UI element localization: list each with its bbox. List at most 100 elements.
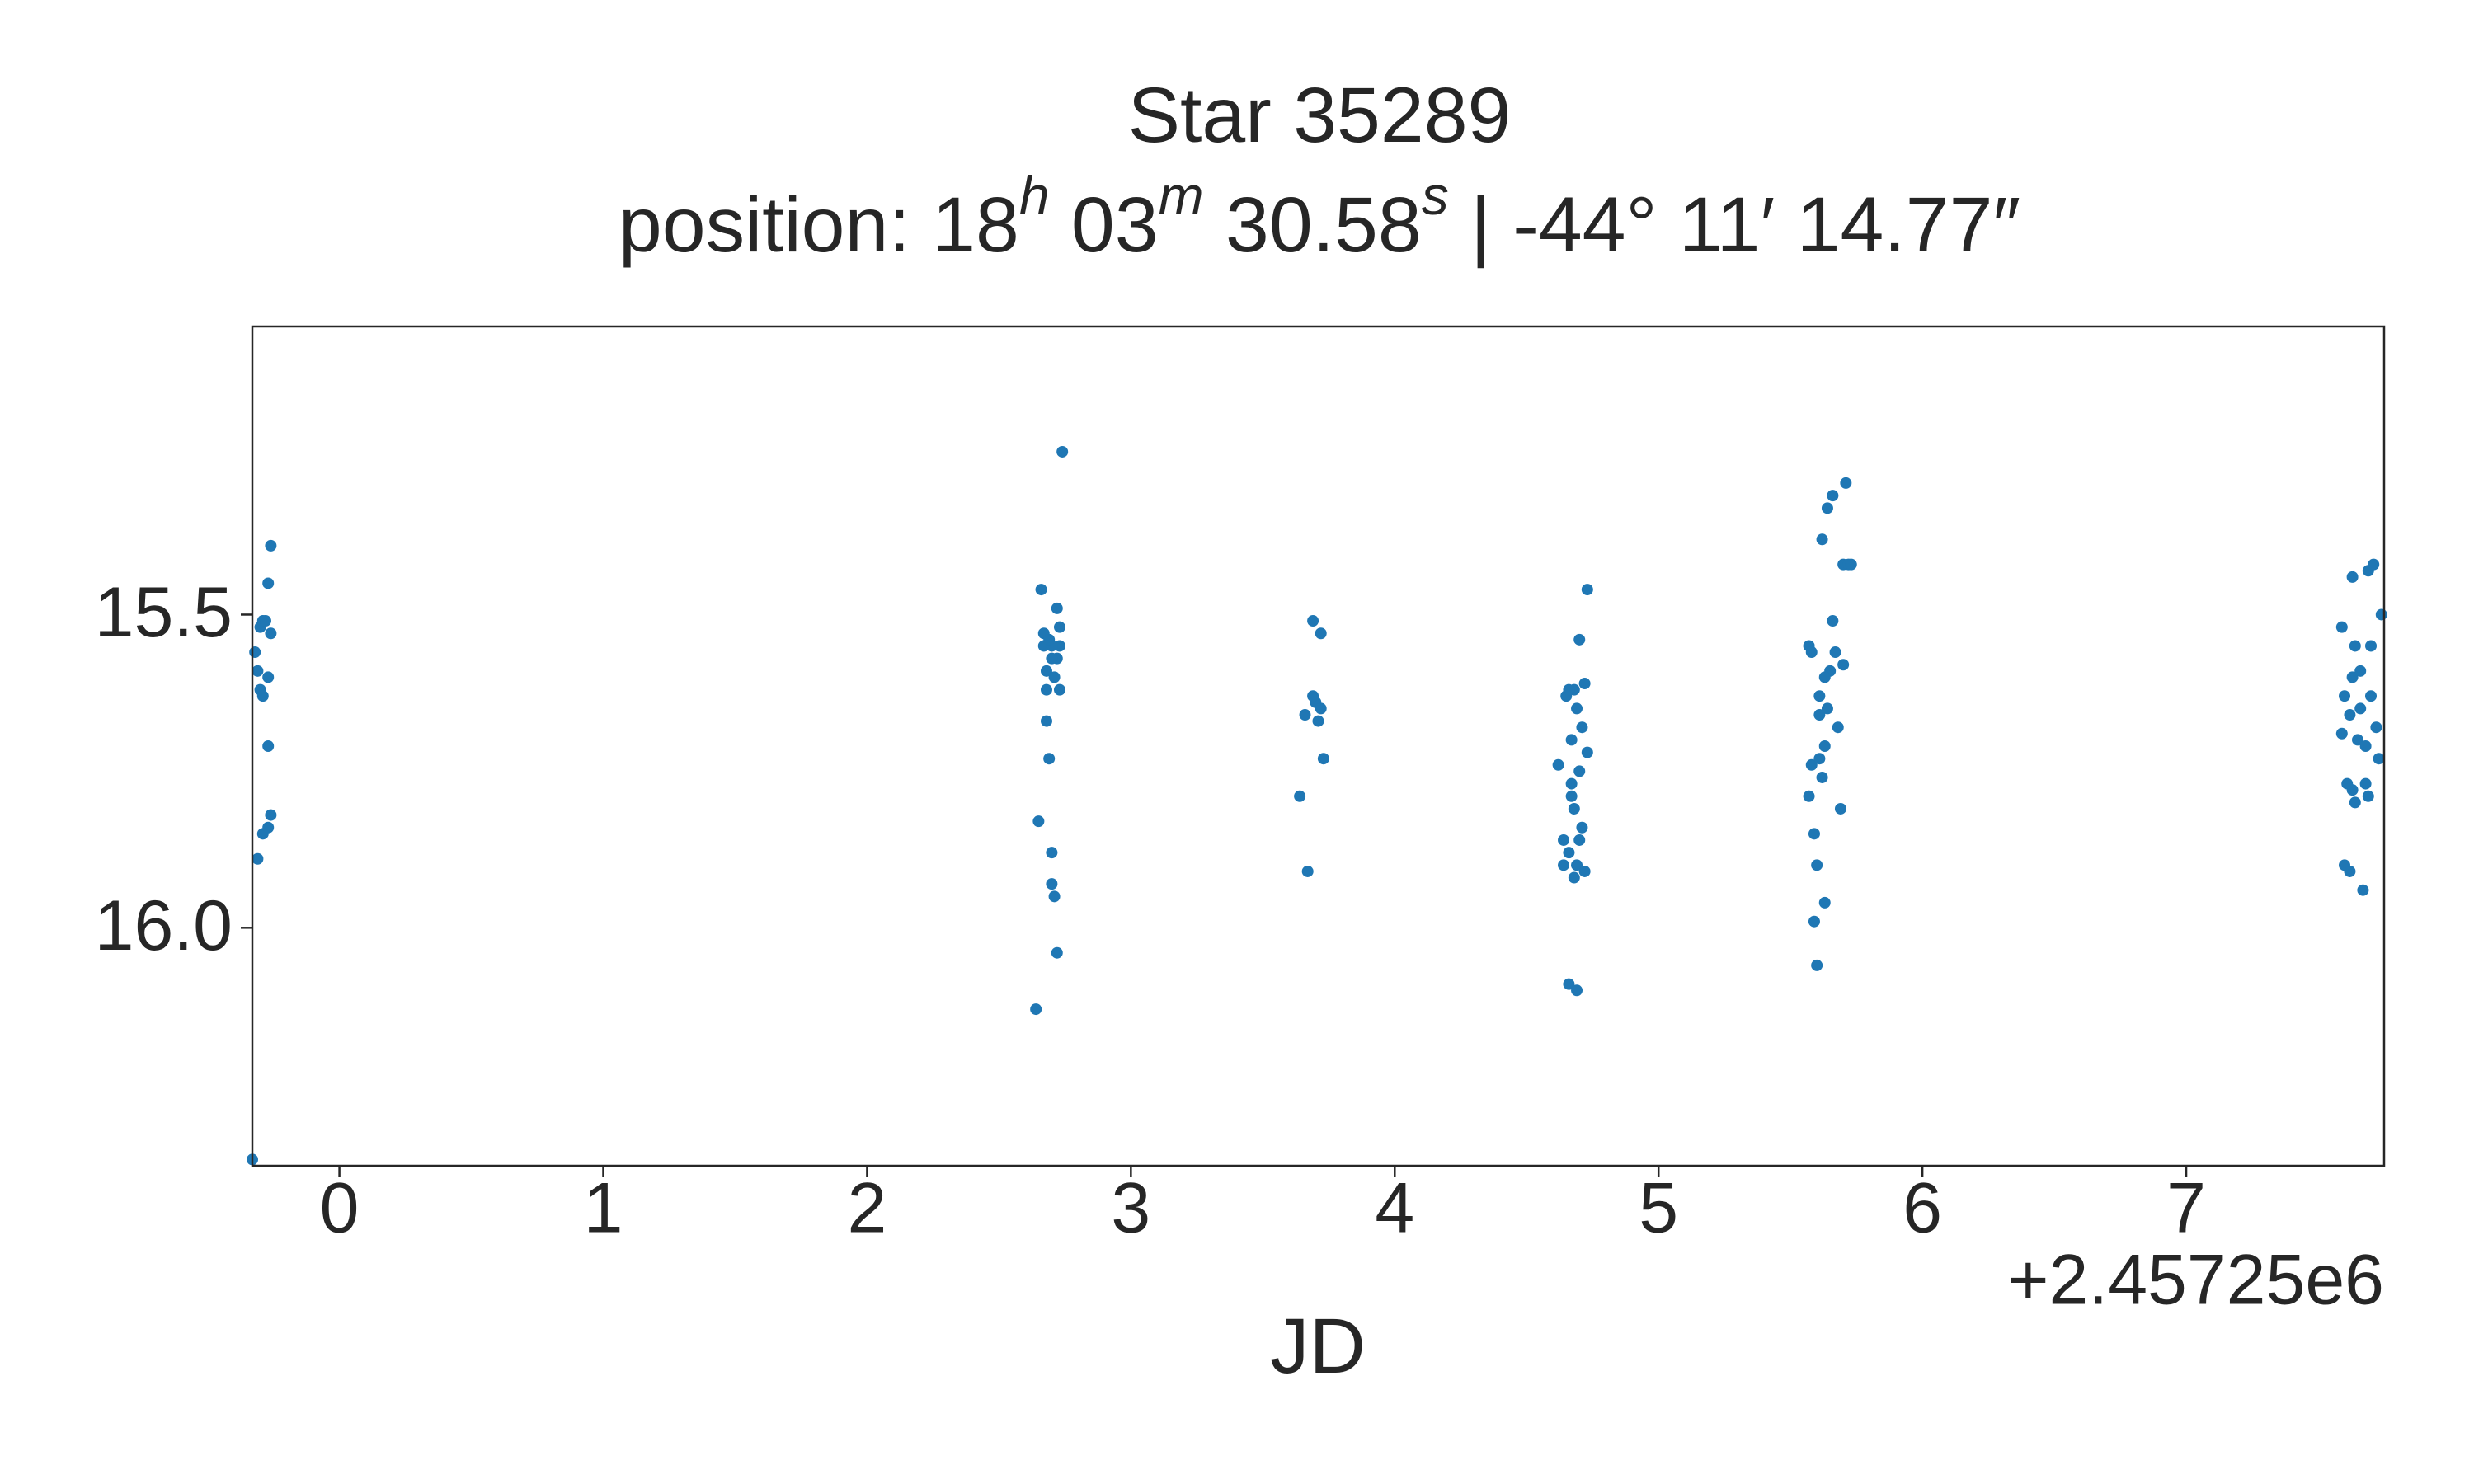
point (1030, 1003, 1042, 1016)
x-tick-label: 3 (1111, 1169, 1150, 1248)
point (1317, 753, 1329, 765)
point (1051, 946, 1063, 959)
point (262, 577, 275, 589)
point (1576, 721, 1588, 734)
y-tick-label: 16.0 (95, 886, 233, 965)
point (262, 671, 275, 683)
point (2339, 859, 2351, 871)
x-tick-label: 0 (320, 1169, 360, 1248)
point (2359, 777, 2372, 790)
y-tick-label: 15.5 (95, 573, 233, 652)
point (2362, 790, 2374, 802)
point (265, 627, 277, 640)
point (1043, 633, 1056, 646)
point (262, 821, 275, 834)
point (1816, 533, 1828, 546)
point (1565, 734, 1578, 746)
point (1565, 777, 1578, 790)
subtitle-part: position: 18 (618, 181, 1019, 269)
point (256, 690, 269, 702)
point (1563, 978, 1575, 990)
point (1827, 615, 1839, 627)
subtitle-part: | -44° 11′ 14.77″ (1449, 181, 2020, 269)
point (1821, 502, 1833, 514)
point (1813, 753, 1826, 765)
point (1573, 633, 1586, 646)
plot-frame (251, 325, 2386, 1167)
point (1803, 790, 1815, 802)
point (1571, 859, 1583, 871)
point (2349, 796, 2361, 809)
point (1315, 627, 1327, 640)
point (1312, 715, 1324, 727)
point (2346, 784, 2359, 796)
point (1048, 890, 1061, 903)
point (2365, 690, 2378, 702)
x-tick-label: 5 (1639, 1169, 1678, 1248)
x-tick-label: 2 (848, 1169, 887, 1248)
point (1315, 702, 1327, 715)
x-tick-label: 6 (1903, 1169, 1942, 1248)
point (1046, 652, 1058, 665)
point (2375, 608, 2387, 621)
point (1581, 584, 1593, 596)
point (1552, 758, 1564, 771)
point (1299, 709, 1311, 721)
point (1032, 815, 1045, 828)
x-tick-label: 7 (2166, 1169, 2206, 1248)
point (1568, 802, 1580, 815)
x-tick-label: 4 (1375, 1169, 1414, 1248)
x-axis-label: JD (1270, 1303, 1366, 1390)
point (2354, 665, 2367, 677)
point (1578, 678, 1591, 690)
point (1040, 715, 1052, 727)
point (1571, 702, 1583, 715)
subtitle-part: 03 (1050, 181, 1159, 269)
point (259, 615, 271, 627)
point (1578, 865, 1591, 877)
point (1816, 771, 1828, 783)
subtitle-part: 30.58 (1204, 181, 1422, 269)
point (1808, 915, 1820, 928)
point (1048, 671, 1061, 683)
point (265, 809, 277, 821)
point (262, 740, 275, 752)
point (1818, 896, 1831, 909)
point (1558, 834, 1570, 846)
point (1576, 821, 1588, 834)
point (2365, 640, 2378, 652)
point (1821, 702, 1833, 715)
point (1571, 984, 1583, 997)
x-offset-label: +2.45725e6 (2007, 1241, 2384, 1320)
superscript: m (1159, 165, 1204, 226)
point (2368, 558, 2380, 571)
point (1294, 790, 1306, 802)
point (2339, 690, 2351, 702)
point (2349, 640, 2361, 652)
point (265, 539, 277, 552)
point (1832, 721, 1844, 734)
point (1053, 640, 1065, 652)
point (1040, 665, 1052, 677)
point (1808, 828, 1820, 840)
point (2335, 621, 2348, 633)
point (1043, 753, 1056, 765)
point (1829, 646, 1841, 659)
point (1813, 690, 1826, 702)
point (1053, 621, 1065, 633)
point (1040, 683, 1052, 696)
point (249, 646, 261, 659)
x-tick-label: 1 (584, 1169, 623, 1248)
point (1301, 865, 1314, 877)
point (1811, 959, 1823, 971)
point (2357, 884, 2369, 896)
point (1307, 690, 1319, 702)
point (1046, 847, 1058, 859)
point (1581, 746, 1593, 758)
point (1573, 765, 1586, 777)
point (1834, 802, 1846, 815)
point (2346, 571, 2359, 583)
chart-subtitle: position: 18h 03m 30.58s | -44° 11′ 14.7… (618, 165, 2020, 269)
